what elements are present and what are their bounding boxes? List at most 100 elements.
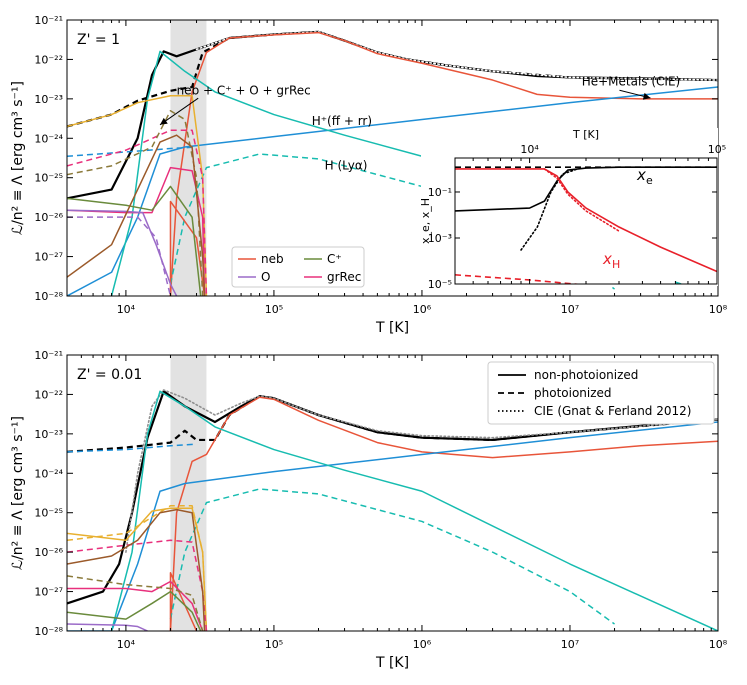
top-series-4 bbox=[67, 86, 718, 296]
bottom-series-16 bbox=[67, 508, 206, 631]
bottom-series-group bbox=[67, 389, 718, 631]
inset-series-5 bbox=[455, 274, 584, 284]
top-ytick-label-3: 10⁻²⁵ bbox=[34, 172, 63, 185]
bottom-legend-label-2: CIE (Gnat & Ferland 2012) bbox=[534, 404, 691, 418]
bottom-series-15 bbox=[67, 623, 148, 631]
top-legend: neb C⁺ O grRec bbox=[231, 246, 365, 288]
top-series-12 bbox=[67, 185, 202, 296]
inset-xh-label: x bbox=[602, 250, 612, 268]
top-series-2 bbox=[195, 31, 718, 81]
bottom-series-4 bbox=[67, 421, 718, 631]
bottom-legend: non-photoionized photoionized CIE (Gnat & … bbox=[487, 361, 715, 425]
bottom-ytick-label-4: 10⁻²⁴ bbox=[34, 467, 63, 480]
inset-xtick-label-0: 10⁴ bbox=[520, 143, 539, 156]
top-series-16 bbox=[67, 134, 206, 296]
bottom-y-axis-label: ℒ/n² ≡ Λ [erg cm³ s⁻¹] bbox=[10, 416, 26, 570]
inset-series-3 bbox=[455, 168, 717, 273]
top-ytick-label-0: 10⁻²⁸ bbox=[34, 290, 63, 303]
bottom-series-11 bbox=[67, 580, 204, 631]
bottom-xtick-label-4: 10⁸ bbox=[709, 638, 728, 651]
inset-xtick-label-1: 10⁵ bbox=[708, 143, 726, 156]
bottom-ytick-label-7: 10⁻²¹ bbox=[34, 349, 63, 362]
inset-series-1 bbox=[520, 168, 579, 251]
bottom-panel-label: Z' = 0.01 bbox=[77, 367, 142, 383]
bottom-xtick-label-2: 10⁶ bbox=[413, 638, 432, 651]
top-legend-label-3: grRec bbox=[327, 270, 361, 284]
inset-xe-label: x bbox=[636, 166, 646, 184]
inset-xh-subscript: H bbox=[612, 258, 620, 271]
bottom-legend-label-1: photoionized bbox=[534, 386, 612, 400]
top-series-14 bbox=[67, 209, 178, 296]
inset-xe-subscript: e bbox=[646, 174, 653, 187]
inset-series-group bbox=[455, 166, 717, 284]
top-xtick-label-1: 10⁵ bbox=[265, 303, 283, 316]
top-xtick-label-2: 10⁶ bbox=[413, 303, 432, 316]
bottom-axes-frame bbox=[66, 354, 719, 632]
top-xtick-label-3: 10⁷ bbox=[561, 303, 579, 316]
inset-ytick-label-2: 10⁻¹ bbox=[428, 186, 452, 199]
top-annotations: He+Metals (CIE) neb + C⁺ + O + grRec H⁺(ff… bbox=[159, 74, 681, 173]
bottom-series-14 bbox=[67, 575, 204, 631]
bottom-ytick-label-5: 10⁻²³ bbox=[34, 428, 63, 441]
top-legend-label-1: C⁺ bbox=[327, 252, 342, 266]
top-panel-label: Z' = 1 bbox=[77, 32, 120, 48]
bottom-series-3 bbox=[169, 396, 718, 631]
top-ytick-label-7: 10⁻²¹ bbox=[34, 14, 63, 27]
bottom-ytick-label-6: 10⁻²² bbox=[34, 388, 63, 401]
bottom-series-10 bbox=[67, 505, 208, 631]
bottom-legend-box bbox=[487, 361, 715, 425]
bottom-series-13 bbox=[67, 590, 202, 631]
bottom-xtick-label-0: 10⁴ bbox=[117, 638, 136, 651]
bottom-ytick-label-1: 10⁻²⁷ bbox=[34, 586, 63, 599]
top-annotation-0: He+Metals (CIE) bbox=[582, 74, 681, 88]
bottom-xtick-label-3: 10⁷ bbox=[561, 638, 579, 651]
top-series-11 bbox=[67, 129, 208, 296]
top-series-13 bbox=[67, 109, 204, 296]
bottom-xtick-label-1: 10⁵ bbox=[265, 638, 283, 651]
top-series-6 bbox=[110, 50, 423, 296]
bottom-series-7 bbox=[169, 488, 615, 625]
top-series-15 bbox=[67, 216, 172, 296]
bottom-series-6 bbox=[110, 390, 718, 631]
top-annotation-1: neb + C⁺ + O + grRec bbox=[177, 83, 311, 97]
bottom-ytick-label-2: 10⁻²⁶ bbox=[34, 546, 63, 559]
bottom-x-axis-label: T [K] bbox=[375, 655, 409, 671]
bottom-series-5 bbox=[67, 443, 197, 453]
inset-background bbox=[421, 128, 718, 286]
top-legend-label-2: O bbox=[261, 270, 270, 284]
inset-ytick-label-1: 10⁻³ bbox=[428, 232, 452, 245]
top-legend-label-0: neb bbox=[261, 252, 284, 266]
top-annotation-2: H⁺(ff + rr) bbox=[312, 114, 372, 128]
top-series-group bbox=[67, 30, 718, 296]
top-annotation-3: H (Lyα) bbox=[325, 159, 368, 173]
top-ytick-label-1: 10⁻²⁷ bbox=[34, 251, 63, 264]
top-ytick-label-5: 10⁻²³ bbox=[34, 93, 63, 106]
inset-series-4 bbox=[543, 168, 620, 232]
panel-bottom: 10⁴ 10⁵ 10⁶ 10⁷ 10⁸ 10⁻²⁸ 10⁻²⁷ 10⁻²⁶ 10⁻²⁵ 10⁻²⁴… bbox=[10, 349, 728, 671]
top-legend-box bbox=[231, 246, 365, 288]
bottom-shaded-band bbox=[170, 355, 207, 631]
inset-ytick-label-0: 10⁻⁵ bbox=[428, 278, 452, 291]
bottom-ytick-label-3: 10⁻²⁵ bbox=[34, 507, 63, 520]
top-series-5 bbox=[67, 146, 197, 158]
top-xtick-label-0: 10⁴ bbox=[117, 303, 136, 316]
top-xtick-label-4: 10⁸ bbox=[709, 303, 728, 316]
bottom-legend-label-0: non-photoionized bbox=[534, 368, 638, 382]
top-ytick-label-2: 10⁻²⁶ bbox=[34, 211, 63, 224]
bottom-ytick-label-0: 10⁻²⁸ bbox=[34, 625, 63, 638]
bottom-series-2 bbox=[125, 389, 718, 553]
top-arrow-head-1 bbox=[160, 117, 168, 125]
top-ytick-label-6: 10⁻²² bbox=[34, 53, 63, 66]
top-arrow-head-0 bbox=[642, 92, 651, 100]
top-ytick-label-4: 10⁻²⁴ bbox=[34, 132, 63, 145]
inset-x-axis-label: T [K] bbox=[572, 128, 599, 141]
inset-y-axis-label: x_e, x_H bbox=[419, 198, 432, 244]
top-arrow-1 bbox=[159, 97, 199, 126]
top-y-axis-label: ℒ/n² ≡ Λ [erg cm³ s⁻¹] bbox=[10, 81, 26, 235]
bottom-series-8 bbox=[169, 572, 198, 631]
inset-series-6 bbox=[675, 281, 684, 284]
top-series-8 bbox=[169, 200, 206, 296]
top-x-axis-label: T [K] bbox=[375, 320, 409, 336]
